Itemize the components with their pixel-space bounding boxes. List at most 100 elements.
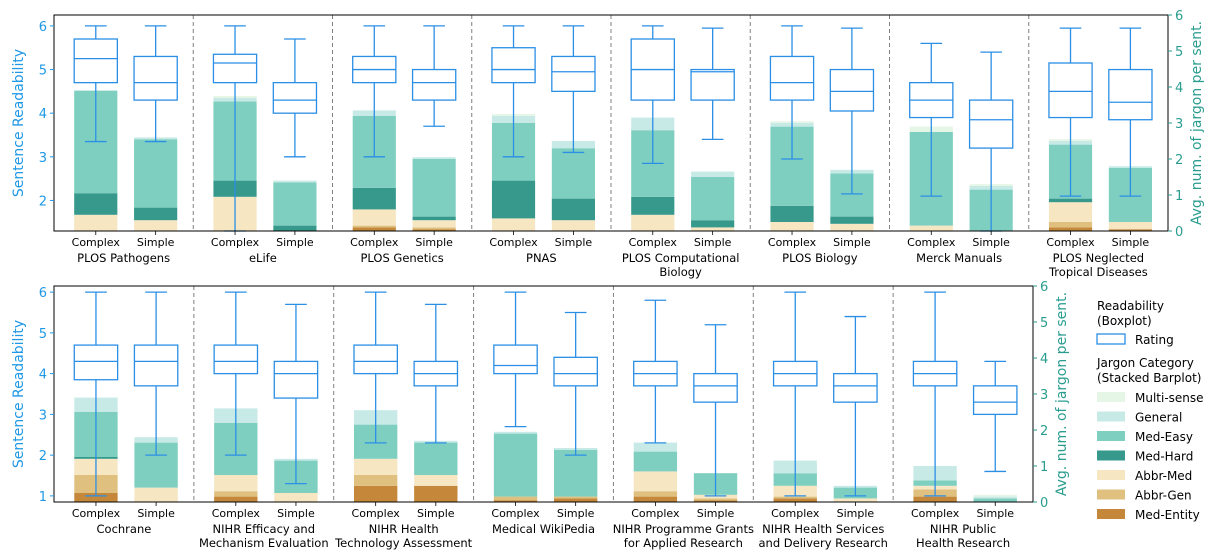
jargon-bar-complex-abbr_gen xyxy=(493,496,538,501)
y-right-axis-label: Avg. num. of jargon per sent. xyxy=(1054,292,1070,496)
legend-title: (Stacked Barplot) xyxy=(1097,371,1202,385)
jargon-bar-simple-med_easy xyxy=(273,182,317,226)
jargon-bar-simple-med_hard xyxy=(134,207,178,221)
jargon-bar-complex-med_entity xyxy=(493,500,538,502)
y-right-tick-label: 2 xyxy=(1175,153,1183,168)
group-label: PLOS Computational xyxy=(622,251,740,265)
group-label: Cochrane xyxy=(97,522,152,536)
box-complex xyxy=(73,38,119,84)
jargon-bar-complex-med_entity xyxy=(74,493,118,502)
jargon-bar-simple-med_easy xyxy=(414,442,458,475)
x-tick-label-simple: Simple xyxy=(137,236,175,249)
jargon-bar-simple-med_entity xyxy=(693,500,738,502)
jargon-bar-simple-abbr_med xyxy=(830,223,874,231)
x-tick-label-simple: Simple xyxy=(1112,236,1150,249)
legend-swatch-multi_sense xyxy=(1097,392,1125,402)
jargon-bar-complex-med_entity xyxy=(214,496,258,502)
jargon-bar-complex-med_easy xyxy=(493,433,538,497)
jargon-bar-complex-med_easy xyxy=(633,451,678,472)
legend-swatch-abbr_gen xyxy=(1097,489,1125,500)
legend-swatch-rating xyxy=(1096,333,1126,345)
group-label: NIHR Health Services xyxy=(762,522,884,536)
y-tick-label: 5 xyxy=(39,327,47,342)
x-tick-label-complex: Complex xyxy=(211,236,260,249)
y-right-tick-label: 5 xyxy=(1040,316,1048,331)
y-right-tick-label: 3 xyxy=(1175,117,1183,132)
jargon-bar-complex-abbr_med xyxy=(352,209,396,226)
jargon-bar-simple-multi_sense xyxy=(973,494,1017,497)
legend-label: Med-Easy xyxy=(1135,430,1193,444)
y-right-tick-label: 0 xyxy=(1040,496,1048,511)
y-right-tick-label: 5 xyxy=(1175,45,1183,60)
group-label: Mechanism Evaluation xyxy=(199,536,329,550)
box-complex xyxy=(493,344,538,375)
x-tick-label-simple: Simple xyxy=(137,507,175,520)
jargon-bar-simple-general xyxy=(273,180,317,183)
jargon-bar-simple-abbr_med xyxy=(414,475,458,486)
jargon-bar-complex-abbr_med xyxy=(633,471,678,492)
group-label: Merck Manuals xyxy=(916,251,1002,265)
jargon-bar-simple-general xyxy=(691,171,735,177)
legend-label: Multi-sense xyxy=(1135,391,1204,405)
jargon-bar-simple-med_easy xyxy=(973,498,1017,502)
jargon-bar-complex-abbr_med xyxy=(1048,202,1093,222)
x-tick-label-simple: Simple xyxy=(557,507,595,520)
y-right-tick-label: 1 xyxy=(1040,460,1048,475)
jargon-bar-simple-med_entity xyxy=(414,485,458,502)
y-tick-label: 2 xyxy=(39,194,47,209)
group-2: Complex Simple eLife xyxy=(211,25,318,265)
box-simple xyxy=(833,372,878,403)
y-tick-label: 4 xyxy=(39,107,47,122)
x-tick-label-simple: Simple xyxy=(694,236,732,249)
box-simple xyxy=(133,55,178,101)
x-tick-label-complex: Complex xyxy=(631,507,680,520)
group-label: Tropical Diseases xyxy=(1048,265,1148,279)
jargon-bar-simple-abbr_med xyxy=(412,220,456,228)
box-simple xyxy=(411,68,457,101)
legend-label: Med-Entity xyxy=(1135,508,1200,522)
y-tick-label: 3 xyxy=(39,151,47,166)
jargon-bar-simple-med_easy xyxy=(553,449,598,497)
group-1: Complex Simple PLOS Pathogens xyxy=(72,25,178,265)
group-label: for Applied Research xyxy=(624,536,743,550)
jargon-bar-complex-abbr_gen xyxy=(214,491,258,497)
axes-frame xyxy=(53,285,1034,503)
jargon-bar-simple-med_hard xyxy=(830,216,874,224)
group-1: Complex Simple Cochrane xyxy=(72,291,179,536)
x-tick-label-complex: Complex xyxy=(911,507,960,520)
group-4: Complex Simple Medical WikiPedia xyxy=(491,291,598,536)
x-tick-label-complex: Complex xyxy=(350,236,399,249)
group-label: NIHR Public xyxy=(930,522,996,536)
jargon-bar-complex-med_entity xyxy=(1048,227,1093,231)
panel-2: Complex Simple Cochrane Complex Simple NIHR E… xyxy=(11,280,1070,550)
group-label: PLOS Genetics xyxy=(360,251,443,265)
group-label: NIHR Programme Grants xyxy=(613,522,754,536)
jargon-bar-simple-med_easy xyxy=(551,148,595,199)
legend-label: General xyxy=(1135,411,1182,425)
jargon-bar-complex-abbr_med xyxy=(770,222,814,231)
jargon-bar-simple-abbr_med xyxy=(1108,222,1152,230)
jargon-bar-simple-abbr_med xyxy=(833,498,878,502)
jargon-bar-complex-abbr_med xyxy=(214,475,258,492)
legend-label: Med-Hard xyxy=(1135,450,1193,464)
legend-title: Readability xyxy=(1097,299,1164,313)
box-simple xyxy=(972,385,1018,416)
jargon-bar-simple-med_entity xyxy=(412,229,456,231)
group-label: PNAS xyxy=(526,251,557,265)
jargon-bar-simple-abbr_gen xyxy=(553,496,598,499)
box-simple xyxy=(829,68,875,112)
y-right-axis-label: Avg. num. of jargon per sent. xyxy=(1189,21,1205,225)
box-simple xyxy=(968,99,1014,149)
jargon-bar-simple-med_easy xyxy=(134,139,178,208)
group-label: Technology Assessment xyxy=(334,536,473,550)
jargon-bar-simple-med_easy xyxy=(412,159,456,217)
x-tick-label-complex: Complex xyxy=(489,236,538,249)
group-label: PLOS Pathogens xyxy=(77,251,170,265)
y-axis-label: Sentence Readability xyxy=(11,49,27,197)
